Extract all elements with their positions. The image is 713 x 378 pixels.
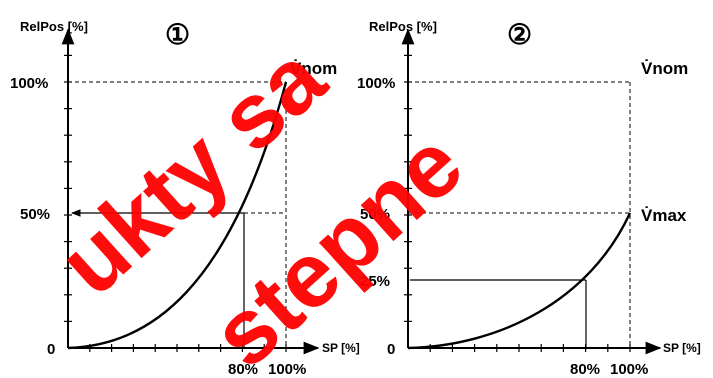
panel1-xtick-80: 80% [228,361,258,378]
panel-2: RelPos [%] ② 100% 50% 25% 0 80% 100% SP … [357,19,701,378]
panel2-y-ticks [404,54,412,322]
panel2-curve [407,212,632,350]
panel1-xtick-100: 100% [268,361,306,378]
panel1-curve-label: V̇nom [290,59,337,78]
panel2-x-axis-label: SP [%] [663,341,701,355]
panel1-x-axis-label: SP [%] [322,341,360,355]
panel2-curve-label-top: V̇nom [641,59,688,78]
panel1-x-ticks [89,344,287,352]
panel1-tick-100: 100% [10,75,48,92]
panel2-tick-50: 50% [360,206,390,223]
panel2-tick-25: 25% [360,273,390,290]
panel2-x-ticks [429,344,631,352]
panel2-y-axis-label: RelPos [%] [369,19,437,34]
panel-1: RelPos [%] ① 100% 50% 0 80% 100% SP [%] … [10,19,360,378]
panel1-y-ticks [64,54,72,322]
panel1-tick-0: 0 [47,341,55,358]
panel1-tick-50: 50% [20,206,50,223]
panel1-badge: ① [165,19,190,50]
panel2-tick-100: 100% [357,75,395,92]
panel2-xtick-100: 100% [610,361,648,378]
panel2-curve-label: V̇max [641,206,687,225]
panel2-badge: ② [507,19,532,50]
panel2-xtick-80: 80% [570,361,600,378]
panel1-curve [67,81,288,350]
watermark: ukty sa stepne [40,26,482,378]
panel1-y-axis-label: RelPos [%] [20,19,88,34]
panel2-tick-0: 0 [387,341,395,358]
